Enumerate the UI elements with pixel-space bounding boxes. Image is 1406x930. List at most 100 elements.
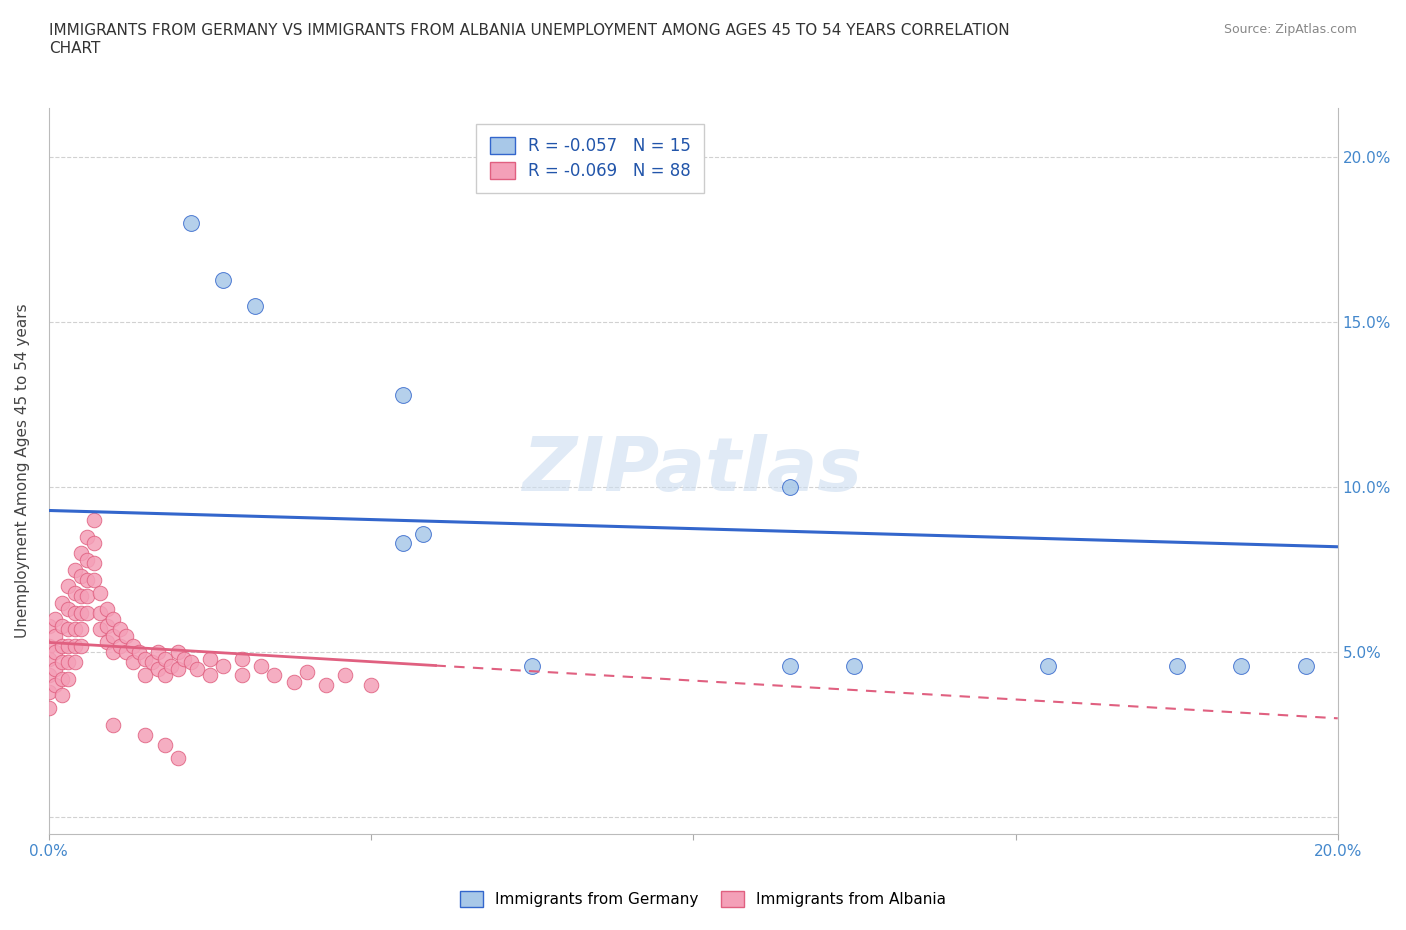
Point — [160, 658, 183, 673]
Point — [148, 661, 170, 676]
Point — [38, 701, 60, 716]
Point — [186, 661, 208, 676]
Point — [51, 618, 73, 633]
Point — [295, 665, 318, 680]
Point — [103, 717, 125, 732]
Point — [108, 622, 131, 637]
Point — [166, 644, 188, 659]
Point — [283, 674, 305, 689]
Point — [115, 629, 138, 644]
Point — [231, 668, 253, 683]
Point — [166, 661, 188, 676]
Point — [76, 552, 98, 567]
Point — [76, 572, 98, 587]
Point — [70, 569, 93, 584]
Point — [44, 644, 66, 659]
Point — [51, 595, 73, 610]
Point — [779, 480, 801, 495]
Point — [1230, 658, 1253, 673]
Point — [134, 668, 156, 683]
Point — [44, 661, 66, 676]
Point — [63, 622, 86, 637]
Text: ZIPatlas: ZIPatlas — [523, 434, 863, 508]
Point — [76, 589, 98, 604]
Point — [56, 671, 79, 686]
Point — [56, 622, 79, 637]
Point — [211, 658, 233, 673]
Point — [89, 605, 111, 620]
Point — [412, 526, 434, 541]
Point — [96, 635, 118, 650]
Point — [1166, 658, 1188, 673]
Point — [148, 644, 170, 659]
Point — [173, 652, 195, 667]
Point — [115, 644, 138, 659]
Point — [83, 572, 105, 587]
Legend: Immigrants from Germany, Immigrants from Albania: Immigrants from Germany, Immigrants from… — [454, 884, 952, 913]
Point — [180, 655, 202, 670]
Point — [231, 652, 253, 667]
Point — [103, 612, 125, 627]
Point — [56, 638, 79, 653]
Point — [153, 668, 176, 683]
Point — [63, 605, 86, 620]
Point — [63, 563, 86, 578]
Point — [38, 638, 60, 653]
Point — [520, 658, 543, 673]
Point — [134, 652, 156, 667]
Point — [153, 737, 176, 752]
Point — [779, 658, 801, 673]
Point — [44, 678, 66, 693]
Point — [1036, 658, 1059, 673]
Point — [44, 629, 66, 644]
Point — [392, 388, 415, 403]
Point — [38, 668, 60, 683]
Point — [211, 272, 233, 287]
Point — [51, 671, 73, 686]
Point — [76, 529, 98, 544]
Point — [96, 618, 118, 633]
Y-axis label: Unemployment Among Ages 45 to 54 years: Unemployment Among Ages 45 to 54 years — [15, 303, 30, 638]
Point — [70, 622, 93, 637]
Point — [63, 655, 86, 670]
Point — [51, 688, 73, 703]
Point — [51, 638, 73, 653]
Point — [198, 652, 221, 667]
Point — [198, 668, 221, 683]
Point — [70, 589, 93, 604]
Point — [250, 658, 273, 673]
Point — [121, 638, 143, 653]
Point — [70, 605, 93, 620]
Point — [89, 586, 111, 601]
Point — [89, 622, 111, 637]
Point — [392, 536, 415, 551]
Point — [315, 678, 337, 693]
Point — [70, 638, 93, 653]
Point — [243, 299, 266, 313]
Text: Source: ZipAtlas.com: Source: ZipAtlas.com — [1223, 23, 1357, 36]
Legend: R = -0.057   N = 15, R = -0.069   N = 88: R = -0.057 N = 15, R = -0.069 N = 88 — [477, 124, 704, 193]
Point — [335, 668, 357, 683]
Point — [844, 658, 866, 673]
Point — [103, 629, 125, 644]
Point — [63, 586, 86, 601]
Point — [70, 546, 93, 561]
Point — [56, 578, 79, 593]
Point — [96, 602, 118, 617]
Point — [83, 556, 105, 571]
Point — [134, 727, 156, 742]
Point — [103, 644, 125, 659]
Point — [38, 652, 60, 667]
Text: IMMIGRANTS FROM GERMANY VS IMMIGRANTS FROM ALBANIA UNEMPLOYMENT AMONG AGES 45 TO: IMMIGRANTS FROM GERMANY VS IMMIGRANTS FR… — [49, 23, 1010, 56]
Point — [180, 216, 202, 231]
Point — [63, 638, 86, 653]
Point — [128, 644, 150, 659]
Point — [263, 668, 285, 683]
Point — [108, 638, 131, 653]
Point — [1295, 658, 1317, 673]
Point — [51, 655, 73, 670]
Point — [44, 612, 66, 627]
Point — [153, 652, 176, 667]
Point — [38, 684, 60, 699]
Point — [121, 655, 143, 670]
